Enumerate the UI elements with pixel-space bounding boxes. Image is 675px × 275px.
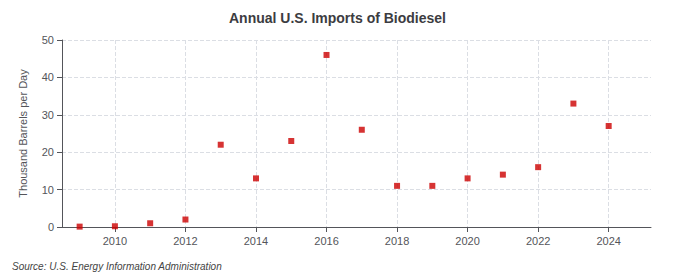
svg-text:Annual U.S. Imports of Biodies: Annual U.S. Imports of Biodiesel	[229, 10, 446, 26]
svg-text:2020: 2020	[455, 235, 479, 247]
svg-text:30: 30	[42, 109, 54, 121]
svg-text:10: 10	[42, 184, 54, 196]
svg-text:2010: 2010	[103, 235, 127, 247]
svg-text:40: 40	[42, 71, 54, 83]
svg-text:2014: 2014	[244, 235, 268, 247]
svg-text:Thousand Barrels per Day: Thousand Barrels per Day	[17, 69, 29, 198]
svg-text:50: 50	[42, 34, 54, 46]
svg-text:Source: U.S. Energy Informatio: Source: U.S. Energy Information Administ…	[12, 261, 222, 272]
svg-text:0: 0	[48, 221, 54, 233]
svg-text:2012: 2012	[173, 235, 197, 247]
svg-text:2018: 2018	[385, 235, 409, 247]
svg-text:2022: 2022	[526, 235, 550, 247]
svg-text:2016: 2016	[314, 235, 338, 247]
svg-text:20: 20	[42, 146, 54, 158]
svg-text:2024: 2024	[596, 235, 620, 247]
